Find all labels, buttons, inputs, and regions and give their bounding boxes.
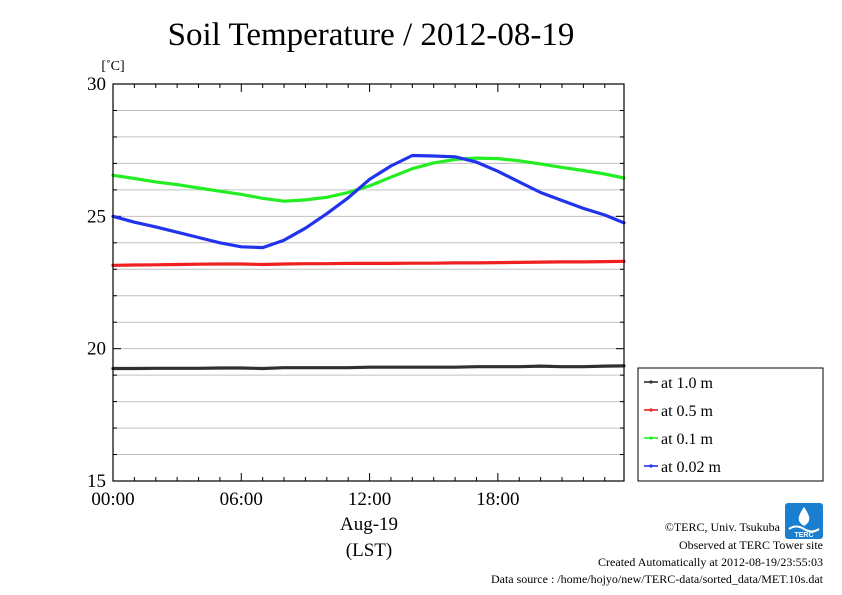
y-tick-label: 15 <box>87 471 106 492</box>
legend-label: at 1.0 m <box>661 375 714 392</box>
y-tick-label: 25 <box>87 206 106 227</box>
legend-label: at 0.02 m <box>661 459 722 476</box>
legend-marker <box>649 436 653 440</box>
y-axis-unit-label: [˚C] <box>101 59 124 74</box>
legend-marker <box>649 464 653 468</box>
x-tick-label: 12:00 <box>348 489 391 510</box>
legend-marker <box>649 408 653 412</box>
logo-text: TERC <box>794 532 813 539</box>
legend-box <box>637 367 824 482</box>
x-tick-label: 00:00 <box>91 489 134 510</box>
created-text: Created Automatically at 2012-08-19/23:5… <box>598 555 823 569</box>
legend: at 1.0 m at 0.5 m at 0.1 m at 0.02 m <box>637 367 824 482</box>
terc-logo: TERC <box>785 503 823 539</box>
legend-label: at 0.5 m <box>661 403 714 420</box>
legend-label: at 0.1 m <box>661 431 714 448</box>
data-series <box>111 153 626 371</box>
observed-text: Observed at TERC Tower site <box>679 538 823 552</box>
y-tick-labels: 15 20 25 30 <box>87 74 106 492</box>
y-tick-label: 20 <box>87 339 106 360</box>
series-line-at-1-0-m <box>111 364 626 371</box>
y-tick-label: 30 <box>87 74 106 95</box>
x-date-label: Aug-19 <box>340 514 398 535</box>
data-source-text: Data source : /home/hojyo/new/TERC-data/… <box>491 572 824 586</box>
grid-lines <box>113 109 624 456</box>
x-tick-label: 18:00 <box>476 489 519 510</box>
plot-frame <box>112 83 625 482</box>
chart-title: Soil Temperature / 2012-08-19 <box>168 17 575 53</box>
copyright-text: ©TERC, Univ. Tsukuba <box>665 520 781 534</box>
x-tick-labels: 00:00 06:00 12:00 18:00 <box>91 489 519 510</box>
legend-marker <box>649 380 653 384</box>
logo-wave-icon <box>788 525 820 533</box>
x-tick-label: 06:00 <box>220 489 263 510</box>
axis-ticks <box>112 83 624 482</box>
series-line-at-0-02-m <box>111 153 626 250</box>
series-line-at-0-1-m <box>111 156 626 203</box>
x-axis-label: (LST) <box>346 540 392 561</box>
series-line-at-0-5-m <box>111 259 626 267</box>
logo-water-drop-icon <box>798 507 810 526</box>
